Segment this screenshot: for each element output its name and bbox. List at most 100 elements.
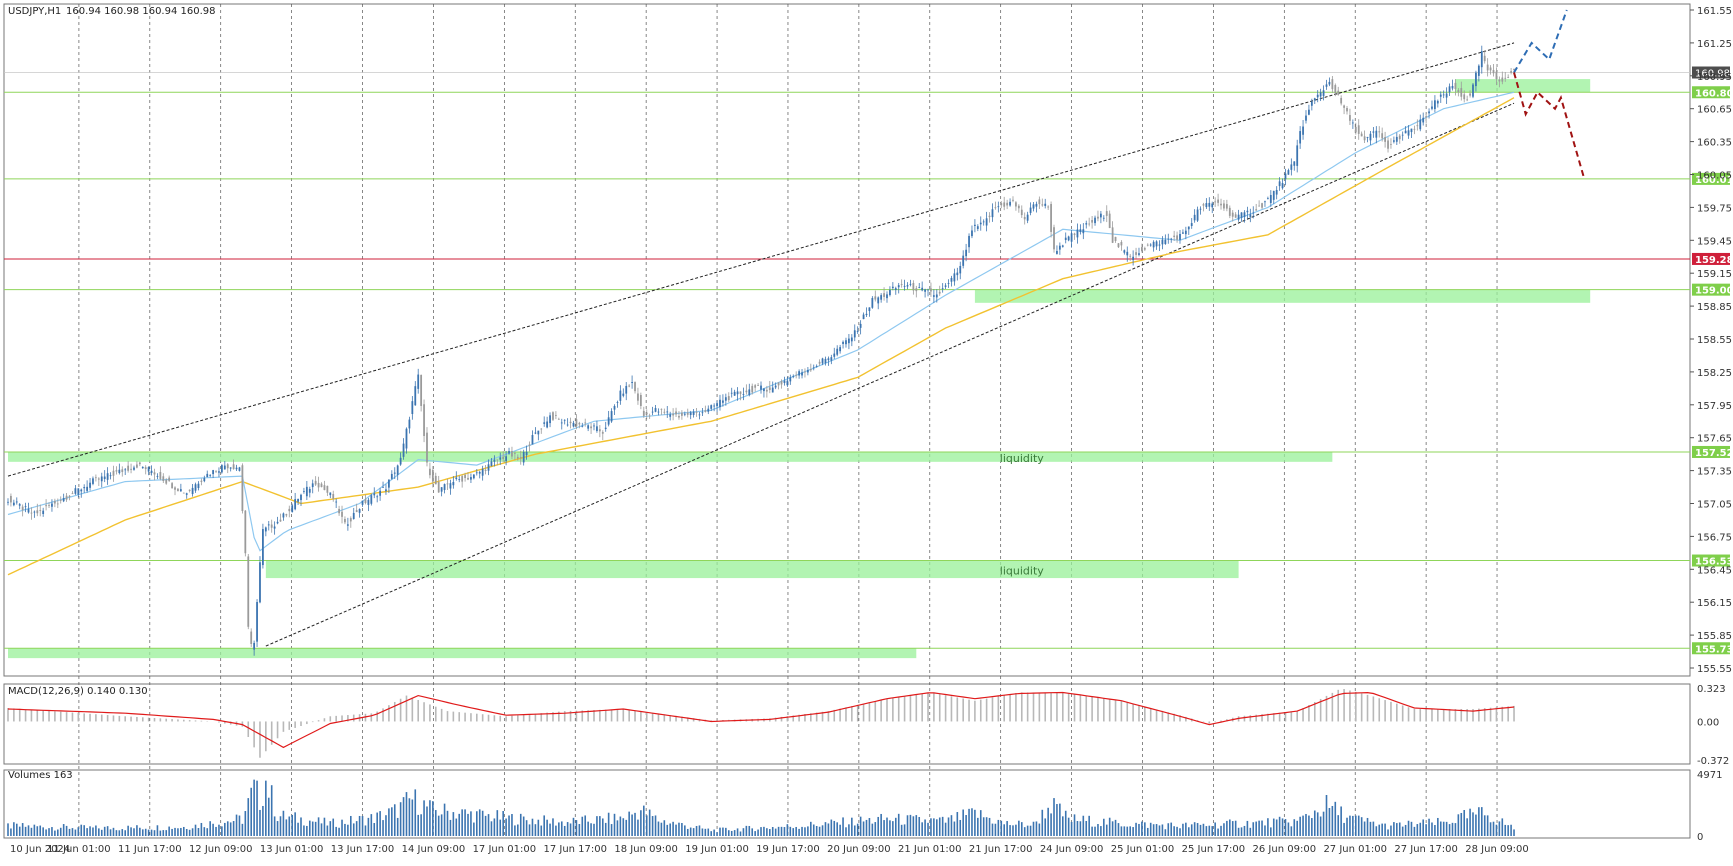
volume-bar [652,816,654,836]
volume-bar [731,831,733,836]
volume-bar [1223,823,1225,836]
volume-bar [1349,816,1351,836]
candle-body [1390,144,1392,145]
candle-body [198,484,200,488]
volume-bar [19,827,21,836]
y-tick-label: 157.35 [1697,467,1732,478]
volume-bar [1396,823,1398,836]
candle-body [1396,137,1398,142]
macd-bar [470,713,472,721]
volume-bar [968,809,970,836]
volume-bar [1358,816,1360,836]
candle-body [309,489,311,493]
macd-bar [247,721,249,737]
macd-bar [95,714,97,721]
candle-body [1030,208,1032,213]
candle-body [1062,245,1064,246]
volume-bar [162,830,164,836]
candle-body [1252,213,1254,214]
volume-bar [1147,828,1149,836]
x-tick-label: 17 Jun 01:00 [473,844,537,855]
volume-bar [1334,802,1336,836]
volume-bar [529,824,531,836]
volume-bar [400,802,402,836]
candle-body [1226,204,1228,209]
candle-body [89,483,91,488]
volume-bar [740,831,742,836]
candle-body [218,471,220,472]
y-tick-label: 156.15 [1697,598,1732,609]
candle-body [239,467,241,470]
volume-bar [857,824,859,836]
volume-bar [1129,826,1131,836]
volume-bar [497,810,499,836]
volume-bar [379,811,381,836]
candle-body [707,409,709,412]
candle-body [1106,211,1108,216]
volume-bar [1135,823,1137,836]
candle-body [376,496,378,497]
macd-bar [874,701,876,721]
candle-body [514,453,516,454]
candle-body [971,230,973,236]
candle-body [1074,234,1076,235]
y-tick-label: 157.65 [1697,434,1732,445]
volume-bar [605,823,607,836]
candle-body [813,367,815,368]
volume-bar [476,811,478,836]
candle-body [139,463,141,465]
macd-bar [353,715,355,722]
candle-body [1118,243,1120,247]
x-tick-label: 20 Jun 09:00 [827,844,891,855]
level-price-label: 159.00 [1695,286,1733,297]
candle-body [148,467,150,471]
volume-bar [488,814,490,836]
volume-bar [1390,826,1392,836]
candle-body [1331,79,1333,89]
volume-bar [330,821,332,836]
candle-body [470,477,472,480]
candle-body [1091,220,1093,223]
macd-bar [1068,693,1070,721]
candle-body [280,520,282,522]
candle-body [535,433,537,434]
candle-body [461,476,463,482]
volume-bar [1346,818,1348,836]
candle-body [1109,214,1111,228]
volume-bar [341,820,343,836]
volume-bar [681,823,683,836]
candle-body [485,470,487,471]
macd-bar [1144,707,1146,722]
candle-body [297,499,299,502]
volume-bar [133,828,135,836]
volume-bar [584,815,586,836]
candle-body [338,509,340,513]
candle-body [652,412,654,413]
candle-body [1147,245,1149,246]
candle-body [1408,130,1410,135]
volume-bar [707,829,709,836]
x-tick-label: 11 Jun 17:00 [118,844,182,855]
volume-bar [661,823,663,836]
macd-bar [962,699,964,722]
candle-body [1293,161,1295,165]
volume-bar [455,819,457,836]
volume-bar [1015,825,1017,836]
candle-body [1405,131,1407,134]
volume-bar [734,830,736,836]
macd-bar [113,715,115,721]
candle-body [1191,223,1193,226]
macd-bar [441,709,443,722]
volume-bar [640,810,642,836]
candle-body [1329,82,1331,85]
macd-bar [1250,715,1252,721]
volumes-header: Volumes 163 [8,770,73,781]
candle-body [45,505,47,506]
volume-bar [916,815,918,836]
macd-bar [1349,690,1351,721]
volume-bar [505,819,507,836]
candle-body [1282,183,1284,188]
candle-body [672,414,674,416]
candle-body [42,511,44,514]
macd-bar [1390,702,1392,722]
